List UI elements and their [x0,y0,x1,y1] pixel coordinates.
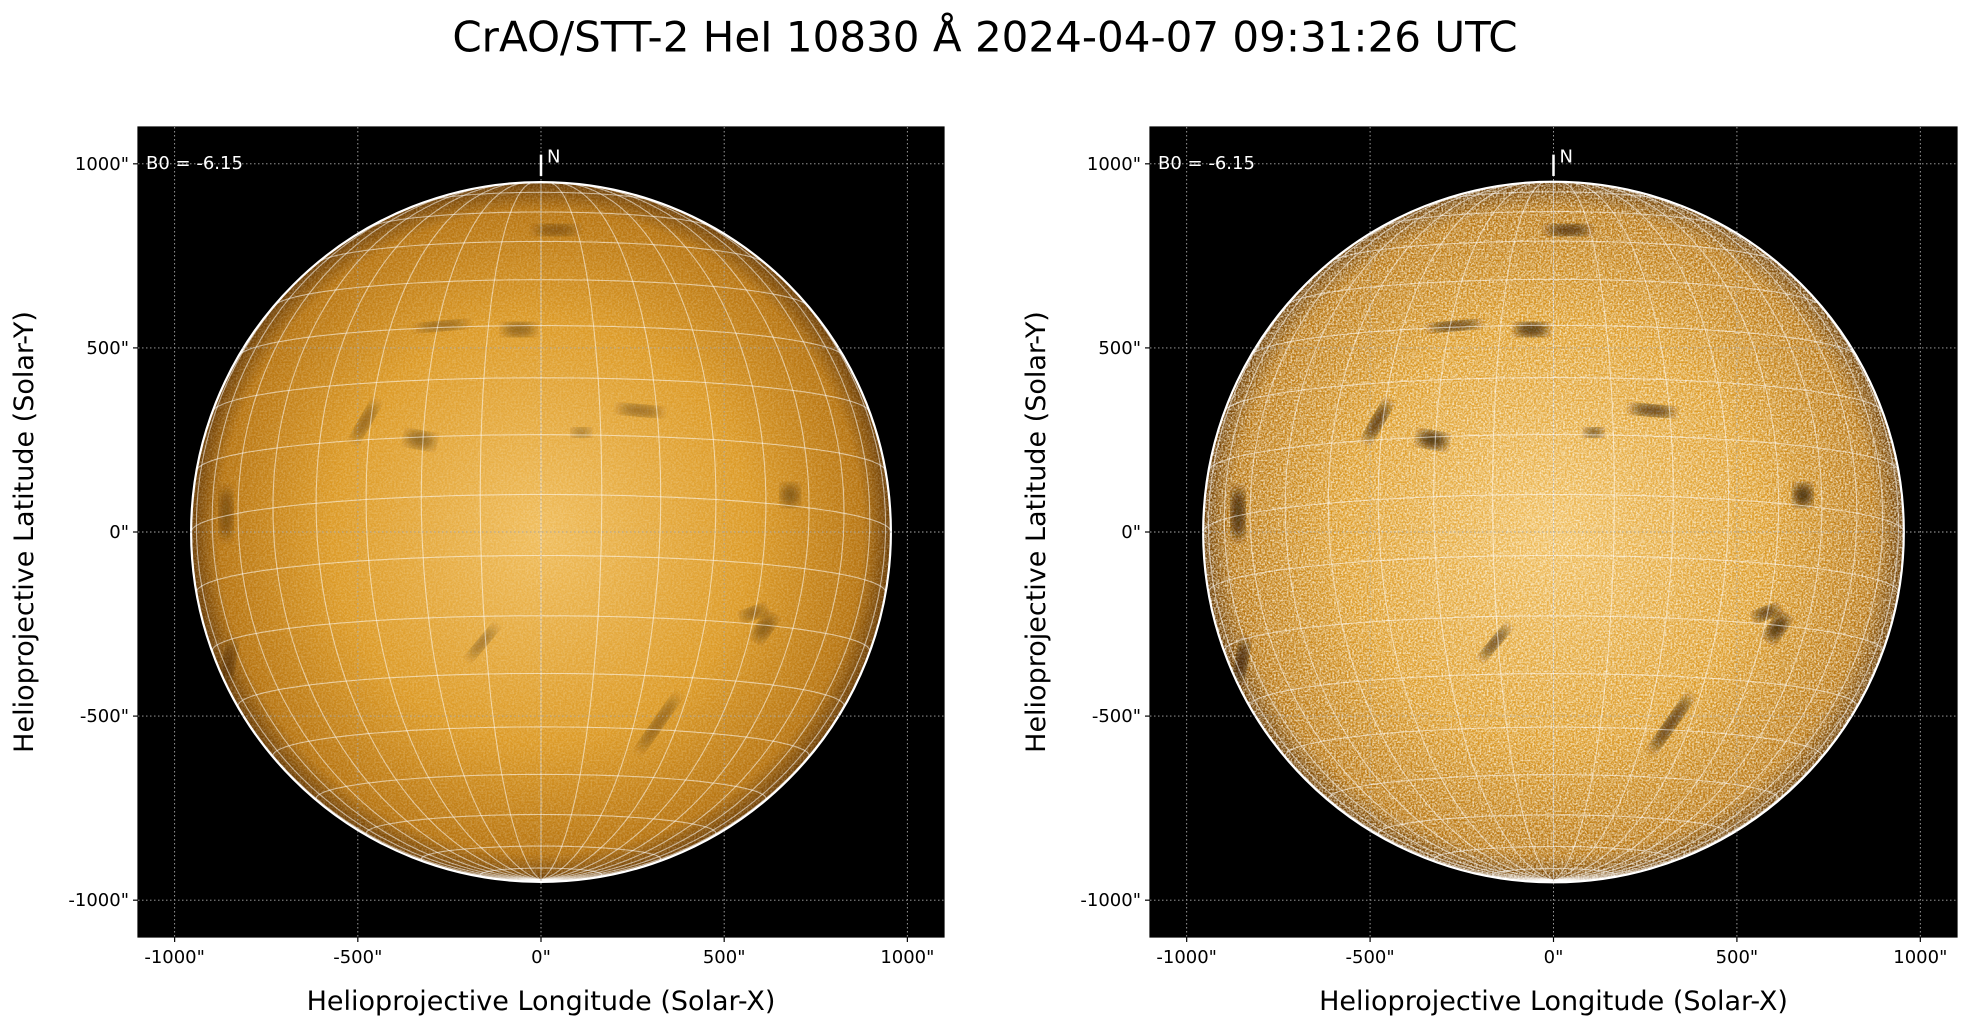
y-tick-label: 1000" [1087,154,1141,175]
x-axis-label: Helioprojective Longitude (Solar-X) [1319,986,1788,1017]
dark-filament [405,431,435,449]
dark-filament [1235,639,1249,683]
dark-filament [1365,402,1390,441]
dark-filament [1766,614,1788,641]
dark-filament [1481,626,1509,659]
x-tick-label: 1000" [1893,947,1947,968]
y-tick-label: 0" [1121,522,1141,543]
dark-filament [222,639,237,683]
dark-filament [1546,224,1591,236]
annotation: B0 = -6.15 [1158,153,1255,174]
dark-filament [1584,428,1604,437]
panel: -1000" -500" 0" 500" 1000" -1000" -500" 0" 500" 1… [1021,126,1958,1017]
x-tick-label: -1000" [144,947,205,968]
dark-filament [1754,606,1779,620]
x-tick-label: 0" [531,947,551,968]
dark-filament [638,696,678,751]
x-tick-label: -1000" [1156,947,1217,968]
x-tick-label: -500" [1346,947,1395,968]
x-tick-label: 500" [1716,947,1759,968]
dark-filament [572,428,591,437]
dark-filament [502,322,536,337]
x-axis-label: Helioprojective Longitude (Solar-X) [307,986,776,1017]
annotation: N [547,147,560,168]
x-tick-label: 500" [703,947,746,968]
annotation: N [1560,147,1573,168]
dark-filament [533,224,578,236]
dark-filament [468,626,496,659]
y-tick-label: -500" [80,706,129,727]
dark-filament [1417,431,1447,449]
figure-title: CrAO/STT-2 HeI 10830 Å 2024-04-07 09:31:… [452,12,1517,62]
dark-filament [1651,696,1691,751]
y-tick-label: -1000" [68,890,129,911]
dark-filament [1793,484,1813,507]
dark-filament [219,487,233,540]
y-axis-label: Helioprojective Latitude (Solar-Y) [9,311,40,753]
x-tick-label: 1000" [880,947,934,968]
dark-filament [1428,320,1481,331]
panel: -1000" -500" 0" 500" 1000" -1000" -500" 0" 500" 1… [9,126,945,1017]
dark-filament [780,484,800,507]
y-tick-label: 500" [1098,338,1141,359]
dark-filament [353,402,378,441]
y-tick-label: -500" [1092,706,1141,727]
y-tick-label: 500" [86,338,129,359]
dark-filament [1630,405,1675,416]
x-tick-label: -500" [333,947,382,968]
dark-filament [618,405,662,416]
dark-filament [754,615,775,641]
y-tick-label: 0" [109,522,129,543]
dark-filament [1231,487,1245,540]
y-tick-label: -1000" [1080,890,1141,911]
y-tick-label: 1000" [75,154,129,175]
y-axis-label: Helioprojective Latitude (Solar-Y) [1021,311,1052,753]
annotation: B0 = -6.15 [146,153,243,174]
dark-filament [741,606,766,620]
dark-filament [1514,322,1548,337]
x-tick-label: 0" [1544,947,1564,968]
